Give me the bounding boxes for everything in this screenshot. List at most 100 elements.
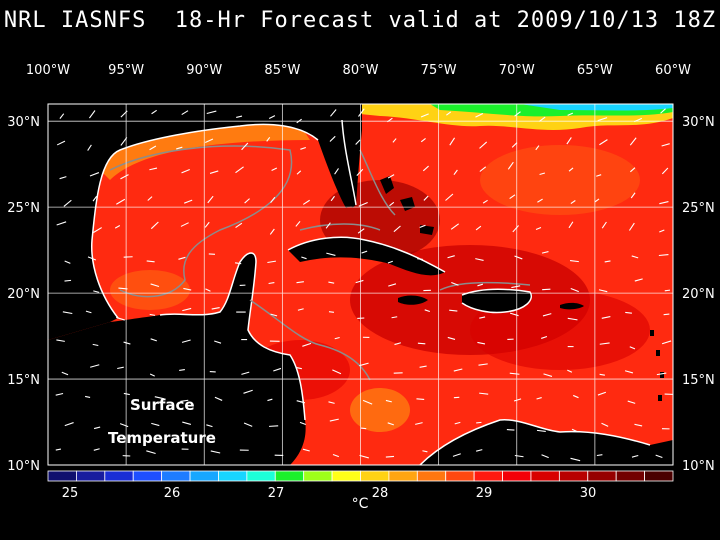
colorbar-swatch (47, 470, 77, 482)
wind-arrow (270, 313, 278, 317)
wind-arrow (420, 113, 429, 118)
wind-arrow (422, 450, 428, 453)
wind-arrow (234, 262, 242, 265)
wind-arrow (56, 140, 66, 146)
wind-arrow (55, 392, 64, 396)
wind-arrow (568, 221, 574, 229)
wind-arrow (179, 369, 185, 371)
wind-arrow (476, 421, 482, 424)
wind-arrow (394, 342, 401, 346)
colorbar-tick-label: 28 (372, 486, 389, 501)
wind-arrow (625, 311, 632, 314)
lat-tick-label-right: 30°N (682, 115, 715, 130)
colorbar-swatch (189, 470, 219, 482)
isobath-contours (109, 145, 531, 381)
wind-arrow (149, 373, 155, 377)
wind-arrow (149, 167, 158, 171)
longitude-labels: 100°W 95°W 90°W 85°W 80°W 75°W 70°W 65°W 60°W (26, 63, 691, 78)
wind-arrow (447, 255, 455, 259)
wind-arrow (269, 425, 279, 427)
wind-arrow (357, 228, 365, 234)
wind-arrow (241, 371, 250, 375)
wind-arrow (243, 422, 253, 427)
colorbar-tick-label: 29 (476, 486, 493, 501)
wind-arrow (543, 373, 553, 377)
wind-arrow (361, 250, 368, 254)
land-hispaniola (462, 289, 532, 313)
sst-cool-patch (480, 145, 640, 215)
wind-arrow (417, 258, 423, 260)
wind-arrow (116, 198, 126, 205)
wind-arrow (235, 222, 243, 229)
wind-arrow (541, 454, 549, 459)
wind-arrow (270, 196, 276, 204)
colorbar-swatch (218, 470, 248, 482)
wind-arrow (630, 167, 636, 173)
wind-arrow (210, 450, 221, 454)
wind-arrow (596, 454, 603, 457)
wind-arrow (477, 341, 486, 345)
wind-arrow (149, 313, 156, 316)
wind-arrow (453, 368, 463, 372)
wind-arrow (417, 342, 426, 345)
wind-arrow (475, 113, 484, 118)
wind-arrow (507, 161, 514, 170)
wind-arrow (482, 199, 488, 204)
land-bahamas (380, 176, 434, 235)
wind-arrow (328, 311, 335, 313)
wind-arrow (416, 398, 425, 400)
wind-arrow (655, 454, 663, 459)
latitude-labels-left: 30°N 25°N 20°N 15°N 10°N (7, 115, 40, 474)
colorbar-swatch (615, 470, 645, 482)
wind-arrow (599, 139, 608, 146)
wind-arrow (330, 195, 335, 202)
colorbar-swatch (303, 470, 333, 482)
wind-arrow (146, 260, 155, 263)
wind-arrow (302, 199, 310, 205)
wind-arrow (630, 192, 636, 199)
wind-arrow (506, 429, 515, 431)
wind-arrow (360, 427, 367, 430)
wind-arrow (93, 227, 102, 233)
wind-arrow (181, 168, 190, 174)
wind-arrow (450, 223, 460, 230)
lat-tick-label-right: 10°N (682, 459, 715, 474)
colorbar-swatch (104, 470, 134, 482)
wind-arrow (180, 399, 189, 402)
wind-arrow (570, 288, 579, 293)
wind-arrow (445, 193, 454, 201)
wind-arrow (570, 200, 576, 205)
wind-arrow (150, 283, 160, 288)
wind-arrow (628, 222, 635, 231)
wind-arrow (627, 400, 636, 404)
land-puerto-rico (560, 302, 584, 310)
wind-arrow (356, 168, 364, 176)
lon-tick-label: 100°W (26, 63, 70, 78)
colorbar-swatch (416, 470, 447, 482)
wind-arrow (513, 398, 522, 402)
wind-arrow (329, 418, 339, 422)
wind-arrow (120, 174, 129, 180)
lat-tick-label-right: 25°N (682, 201, 715, 216)
wind-arrow (656, 372, 667, 376)
wind-arrow (359, 454, 369, 459)
wind-arrow (391, 316, 398, 319)
wind-arrow (566, 137, 572, 145)
land-florida (340, 104, 362, 208)
wind-arrow (114, 225, 121, 229)
wind-arrow (597, 117, 608, 122)
wind-arrow (511, 285, 521, 289)
wind-arrow (385, 455, 395, 458)
wind-arrow (271, 167, 278, 172)
wind-arrow (449, 309, 458, 312)
sst-cool-patch (350, 388, 410, 432)
wind-arrow (451, 281, 459, 286)
wind-arrow (85, 310, 92, 314)
wind-arrow (449, 137, 456, 146)
wind-arrow (634, 423, 643, 427)
wind-arrow (296, 367, 302, 370)
wind-arrow (123, 341, 131, 345)
wind-arrow (90, 364, 100, 368)
wind-arrow (631, 454, 639, 458)
wind-arrow (569, 260, 579, 263)
